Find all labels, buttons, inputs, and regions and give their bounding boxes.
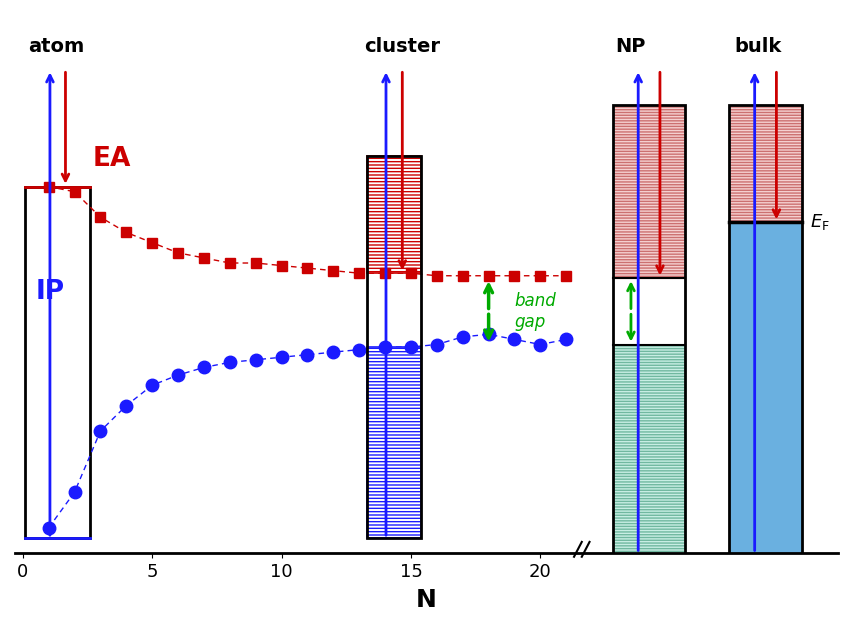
Bar — [728, 105, 801, 554]
Bar — [366, 347, 421, 538]
Text: NP: NP — [614, 36, 645, 56]
Bar — [612, 105, 684, 554]
Bar — [728, 222, 801, 554]
Text: atom: atom — [28, 36, 84, 56]
Text: $E_\mathrm{F}$: $E_\mathrm{F}$ — [809, 213, 828, 232]
Bar — [728, 105, 801, 222]
Text: band
gap: band gap — [514, 292, 556, 331]
Bar — [612, 278, 684, 344]
Bar — [366, 156, 421, 538]
Text: bulk: bulk — [734, 36, 780, 56]
Text: cluster: cluster — [364, 36, 440, 56]
Bar — [366, 156, 421, 273]
Text: EA: EA — [93, 146, 131, 172]
Bar — [612, 105, 684, 278]
X-axis label: N: N — [416, 588, 436, 612]
Text: IP: IP — [36, 278, 65, 305]
Bar — [26, 187, 90, 538]
Bar — [728, 105, 801, 554]
Bar — [366, 156, 421, 538]
Bar — [612, 105, 684, 554]
Bar — [612, 344, 684, 554]
